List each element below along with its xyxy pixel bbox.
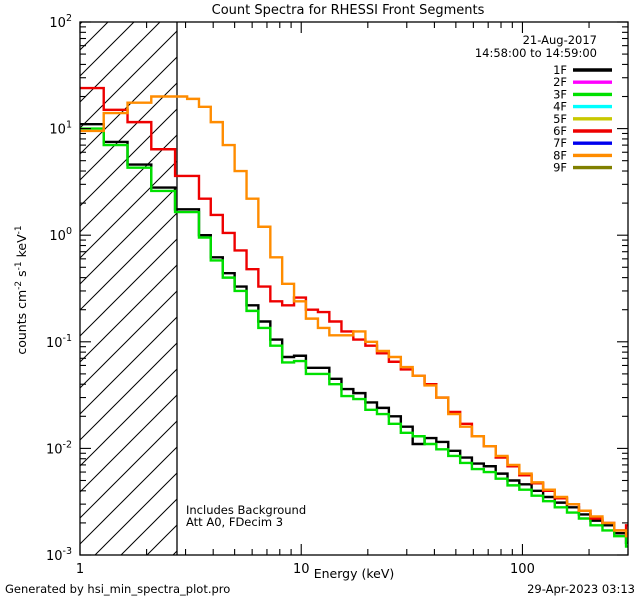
svg-text:counts cm-2 s-1 keV-1: counts cm-2 s-1 keV-1 [14,225,29,354]
y-tick-label: 10-3 [46,546,72,564]
observation-date: 21-Aug-2017 [523,33,597,47]
legend-label-7F: 7F [553,136,567,150]
x-axis-label: Energy (keV) [314,566,395,581]
y-tick-label: 101 [49,120,72,138]
y-axis-label-sup2: -1 [14,261,24,270]
legend-label-6F: 6F [553,124,567,138]
footer-generator: Generated by hsi_min_spectra_plot.pro [5,582,230,596]
footer-timestamp: 29-Apr-2023 03:13 [527,582,635,596]
legend-label-2F: 2F [553,75,567,89]
legend-label-3F: 3F [553,87,567,101]
spectrum-curve-8F [80,95,628,538]
axis-tick-labels: 1 10 100 10-3 10-2 10-1 100 101 102 [46,13,535,577]
legend-label-5F: 5F [553,112,567,126]
x-tick-label: 1 [76,562,84,577]
y-tick-label: 10-1 [46,333,72,351]
annotation-attenuator-state: Att A0, FDecim 3 [186,515,283,529]
y-axis-label-mid2: keV [14,234,29,261]
annotation-includes-background: Includes Background [186,503,306,517]
y-tick-label: 102 [49,13,72,31]
y-axis-label-sup3: -1 [14,225,24,234]
spectrum-curve-3F [80,127,628,548]
y-tick-label: 100 [49,226,72,244]
legend-label-9F: 9F [553,161,567,175]
observation-time-range: 14:58:00 to 14:59:00 [475,46,597,60]
y-tick-label: 10-2 [46,439,72,457]
legend-label-8F: 8F [553,148,567,162]
x-tick-label: 10 [293,562,310,577]
y-axis-label-mid: s [14,270,29,281]
axis-ticks [79,21,629,556]
x-tick-label: 100 [510,562,535,577]
y-axis-label: counts cm-2 s-1 keV-1 [14,225,29,354]
y-axis-label-base: counts cm [14,290,29,355]
spectra-curves [80,86,628,548]
plot-frame [79,21,629,556]
legend-label-1F: 1F [553,63,567,77]
page-title: Count Spectra for RHESSI Front Segments [212,3,485,18]
legend-label-4F: 4F [553,100,567,114]
y-axis-label-sup1: -2 [14,281,24,290]
